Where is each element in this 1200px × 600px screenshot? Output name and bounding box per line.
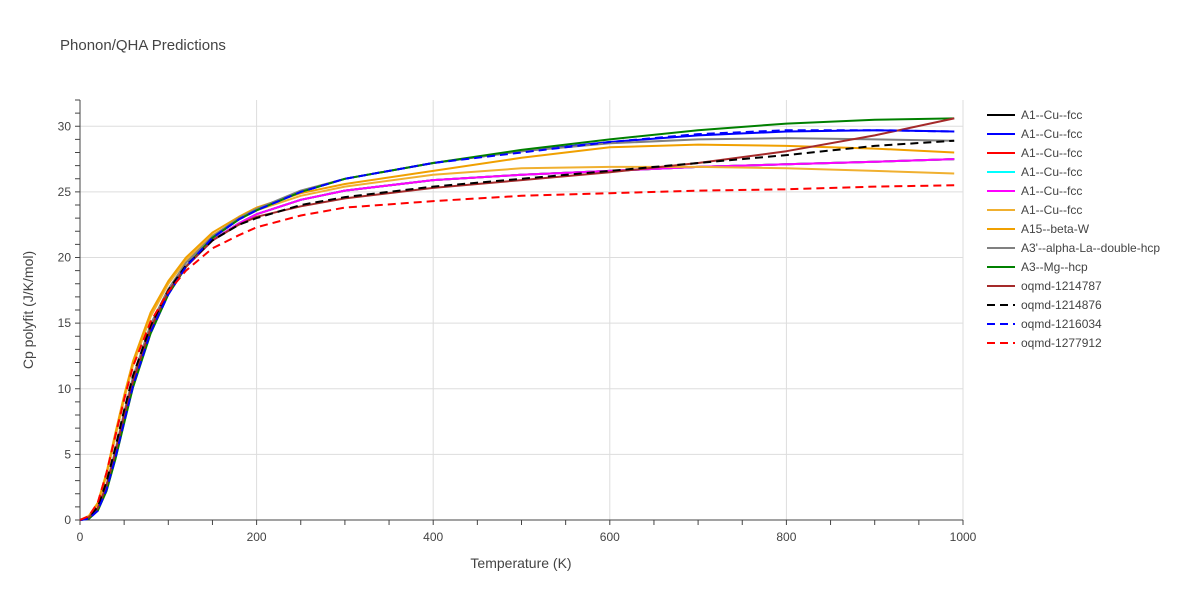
- y-tick-label: 10: [58, 382, 72, 396]
- legend-label: A1--Cu--fcc: [1021, 146, 1082, 160]
- x-tick-label: 0: [77, 530, 84, 544]
- x-tick-label: 800: [776, 530, 796, 544]
- legend-label: oqmd-1214876: [1021, 298, 1102, 312]
- legend-label: A15--beta-W: [1021, 222, 1090, 236]
- series-line-3: [79, 158, 955, 521]
- series-line-2: [79, 158, 955, 521]
- y-tick-label: 15: [58, 316, 72, 330]
- series-line-10: [79, 139, 955, 521]
- y-tick-label: 20: [58, 251, 72, 265]
- series-line-11: [79, 129, 955, 521]
- y-axis-title: Cp polyfit (J/K/mol): [20, 251, 36, 369]
- x-tick-label: 1000: [950, 530, 977, 544]
- legend-label: A1--Cu--fcc: [1021, 184, 1082, 198]
- series-line-7: [79, 137, 955, 521]
- x-tick-label: 600: [600, 530, 620, 544]
- series-line-5: [79, 165, 955, 521]
- legend-label: A3--Mg--hcp: [1021, 260, 1088, 274]
- series-line-8: [79, 117, 955, 521]
- series-line-9: [79, 117, 955, 521]
- plot-area: [79, 117, 955, 521]
- legend: A1--Cu--fcc A1--Cu--fcc A1--Cu--fcc A1--Cu-…: [987, 108, 1160, 350]
- x-axis-title: Temperature (K): [470, 555, 571, 571]
- legend-label: A1--Cu--fcc: [1021, 108, 1082, 122]
- ticks: 0 200 400 600 800 1000 0 5 10 15 20 25 30: [58, 119, 977, 544]
- legend-label: A1--Cu--fcc: [1021, 127, 1082, 141]
- series-line-4: [79, 158, 955, 521]
- series-line-0: [79, 158, 955, 521]
- x-tick-label: 200: [247, 530, 267, 544]
- y-tick-label: 30: [58, 119, 72, 133]
- legend-label: A1--Cu--fcc: [1021, 203, 1082, 217]
- legend-label: oqmd-1277912: [1021, 336, 1102, 350]
- legend-label: A3'--alpha-La--double-hcp: [1021, 241, 1160, 255]
- x-tick-label: 400: [423, 530, 443, 544]
- legend-label: A1--Cu--fcc: [1021, 165, 1082, 179]
- series-line-12: [79, 184, 955, 521]
- legend-label: oqmd-1216034: [1021, 317, 1102, 331]
- y-tick-label: 5: [64, 447, 71, 461]
- axes: [75, 99, 964, 525]
- legend-label: oqmd-1214787: [1021, 279, 1102, 293]
- series-line-6: [79, 143, 955, 521]
- y-tick-label: 0: [64, 513, 71, 527]
- y-tick-label: 25: [58, 185, 72, 199]
- chart-title: Phonon/QHA Predictions: [60, 37, 226, 54]
